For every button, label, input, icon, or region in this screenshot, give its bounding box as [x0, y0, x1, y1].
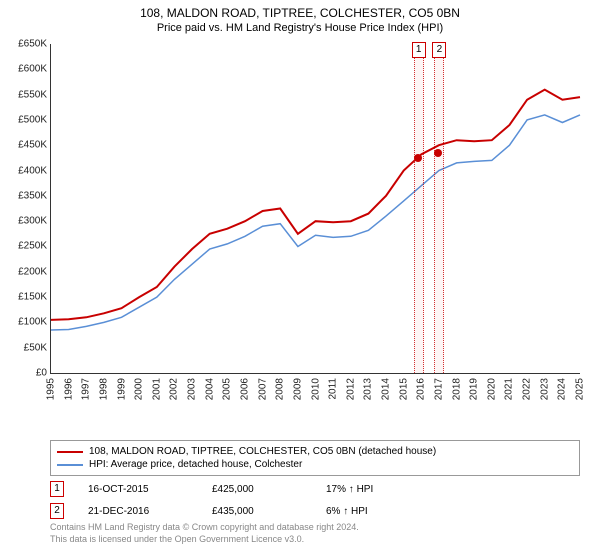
x-tick-label: 1995	[46, 378, 57, 400]
y-tick-label: £450K	[3, 140, 47, 151]
x-tick-label: 2013	[363, 378, 374, 400]
sale-band	[414, 44, 424, 373]
x-tick-label: 2008	[275, 378, 286, 400]
x-tick-label: 2020	[486, 378, 497, 400]
x-tick-label: 2010	[310, 378, 321, 400]
x-tick-label: 2019	[469, 378, 480, 400]
sale-pct: 6% ↑ HPI	[326, 506, 416, 517]
y-tick-label: £100K	[3, 317, 47, 328]
legend-item: 108, MALDON ROAD, TIPTREE, COLCHESTER, C…	[57, 445, 573, 458]
chart-container: 108, MALDON ROAD, TIPTREE, COLCHESTER, C…	[0, 0, 600, 560]
sales-table: 1 16-OCT-2015 £425,000 17% ↑ HPI 2 21-DEC-201…	[50, 478, 580, 522]
x-tick-label: 2009	[292, 378, 303, 400]
x-tick-label: 2018	[451, 378, 462, 400]
sale-row: 1 16-OCT-2015 £425,000 17% ↑ HPI	[50, 478, 580, 500]
x-tick-label: 2025	[575, 378, 586, 400]
y-tick-label: £600K	[3, 64, 47, 75]
x-tick-label: 2017	[433, 378, 444, 400]
x-tick-label: 2023	[539, 378, 550, 400]
legend-swatch	[57, 464, 83, 466]
footer-line-2: This data is licensed under the Open Gov…	[50, 534, 580, 546]
chart-subtitle: Price paid vs. HM Land Registry's House …	[0, 20, 600, 38]
y-tick-label: £0	[3, 368, 47, 379]
footer-attribution: Contains HM Land Registry data © Crown c…	[50, 522, 580, 545]
x-tick-label: 2000	[134, 378, 145, 400]
sale-dot	[414, 154, 422, 162]
x-tick-label: 1999	[116, 378, 127, 400]
legend-box: 108, MALDON ROAD, TIPTREE, COLCHESTER, C…	[50, 440, 580, 476]
sale-marker-label: 2	[432, 42, 446, 58]
legend-label: HPI: Average price, detached house, Colc…	[89, 459, 302, 470]
x-tick-label: 2024	[557, 378, 568, 400]
legend-swatch	[57, 451, 83, 453]
sale-pct: 17% ↑ HPI	[326, 484, 416, 495]
sale-number-box: 1	[50, 481, 64, 497]
x-tick-label: 1997	[81, 378, 92, 400]
x-tick-label: 2002	[169, 378, 180, 400]
x-tick-label: 1996	[63, 378, 74, 400]
x-tick-label: 2015	[398, 378, 409, 400]
sale-date: 16-OCT-2015	[88, 484, 188, 495]
x-tick-label: 2021	[504, 378, 515, 400]
x-tick-label: 2016	[416, 378, 427, 400]
chart-title: 108, MALDON ROAD, TIPTREE, COLCHESTER, C…	[0, 0, 600, 20]
line-series-svg	[51, 44, 581, 374]
series-property	[51, 90, 580, 320]
series-hpi	[51, 115, 580, 330]
sale-date: 21-DEC-2016	[88, 506, 188, 517]
x-tick-label: 2004	[204, 378, 215, 400]
chart-area: £0£50K£100K£150K£200K£250K£300K£350K£400…	[50, 44, 580, 404]
x-tick-label: 2022	[522, 378, 533, 400]
legend-item: HPI: Average price, detached house, Colc…	[57, 458, 573, 471]
x-tick-label: 2014	[381, 378, 392, 400]
sale-price: £425,000	[212, 484, 302, 495]
x-tick-label: 2011	[328, 378, 339, 400]
x-tick-label: 2006	[239, 378, 250, 400]
x-tick-label: 2007	[257, 378, 268, 400]
x-tick-label: 2012	[345, 378, 356, 400]
y-tick-label: £300K	[3, 216, 47, 227]
plot-region: £0£50K£100K£150K£200K£250K£300K£350K£400…	[50, 44, 580, 374]
x-tick-label: 2003	[187, 378, 198, 400]
y-tick-label: £50K	[3, 342, 47, 353]
y-tick-label: £650K	[3, 39, 47, 50]
y-tick-label: £550K	[3, 89, 47, 100]
y-tick-label: £150K	[3, 292, 47, 303]
footer-line-1: Contains HM Land Registry data © Crown c…	[50, 522, 580, 534]
y-tick-label: £200K	[3, 266, 47, 277]
y-tick-label: £350K	[3, 190, 47, 201]
sale-number-box: 2	[50, 503, 64, 519]
x-tick-label: 2005	[222, 378, 233, 400]
sale-marker-label: 1	[412, 42, 426, 58]
y-tick-label: £250K	[3, 241, 47, 252]
sale-row: 2 21-DEC-2016 £435,000 6% ↑ HPI	[50, 500, 580, 522]
x-tick-label: 2001	[151, 378, 162, 400]
y-tick-label: £400K	[3, 165, 47, 176]
sale-dot	[434, 149, 442, 157]
x-tick-label: 1998	[98, 378, 109, 400]
sale-band	[434, 44, 444, 373]
y-tick-label: £500K	[3, 114, 47, 125]
legend-label: 108, MALDON ROAD, TIPTREE, COLCHESTER, C…	[89, 446, 436, 457]
sale-price: £435,000	[212, 506, 302, 517]
